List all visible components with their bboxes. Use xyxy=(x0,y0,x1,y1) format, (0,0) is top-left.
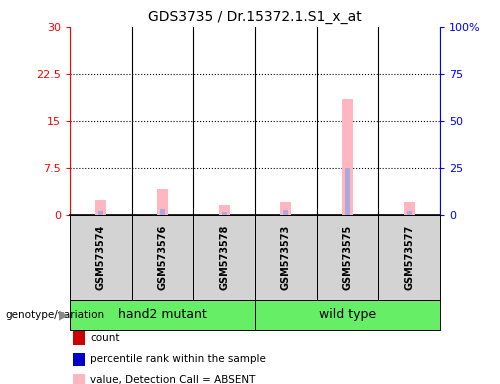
Text: hand2 mutant: hand2 mutant xyxy=(118,308,207,321)
Text: wild type: wild type xyxy=(319,308,376,321)
Bar xyxy=(157,189,168,215)
Bar xyxy=(404,202,414,215)
Text: GSM573574: GSM573574 xyxy=(96,225,106,290)
Bar xyxy=(255,300,440,330)
Text: count: count xyxy=(90,333,120,343)
Text: percentile rank within the sample: percentile rank within the sample xyxy=(90,354,266,364)
Text: GSM573576: GSM573576 xyxy=(158,225,168,290)
Title: GDS3735 / Dr.15372.1.S1_x_at: GDS3735 / Dr.15372.1.S1_x_at xyxy=(148,10,362,25)
Bar xyxy=(378,215,440,300)
Bar xyxy=(132,215,194,300)
Text: GSM573577: GSM573577 xyxy=(404,225,414,290)
Bar xyxy=(160,209,165,215)
Text: genotype/variation: genotype/variation xyxy=(5,310,104,320)
Bar xyxy=(255,215,316,300)
Bar xyxy=(345,168,350,215)
Bar xyxy=(96,200,106,215)
Bar xyxy=(280,202,291,215)
Text: GSM573575: GSM573575 xyxy=(342,225,352,290)
Bar xyxy=(70,300,255,330)
Bar xyxy=(98,211,103,215)
Bar xyxy=(194,215,255,300)
Bar xyxy=(316,215,378,300)
Text: ▶: ▶ xyxy=(59,308,69,321)
Bar xyxy=(218,205,230,215)
Bar xyxy=(284,210,288,215)
Text: GSM573578: GSM573578 xyxy=(219,225,229,290)
Text: GSM573573: GSM573573 xyxy=(281,225,291,290)
Bar xyxy=(406,211,412,215)
Bar xyxy=(70,215,132,300)
Text: value, Detection Call = ABSENT: value, Detection Call = ABSENT xyxy=(90,375,256,384)
Bar xyxy=(222,212,226,215)
Bar xyxy=(342,99,353,215)
